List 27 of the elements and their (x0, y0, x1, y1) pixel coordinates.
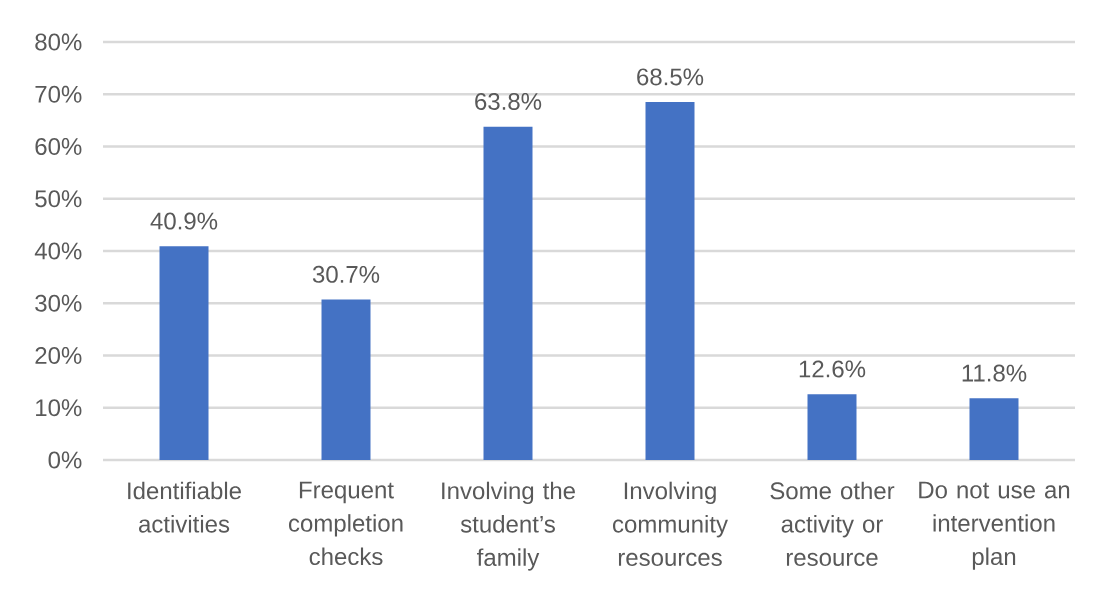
data-label: 68.5% (637, 68, 704, 86)
bar (969, 398, 1019, 460)
bar (321, 299, 371, 460)
x-tick-label: Some other activity or resource (770, 481, 895, 566)
y-tick-label: 50% (35, 190, 82, 208)
y-tick-label: 0% (48, 451, 82, 469)
x-tick-label: Involving the student’s family (442, 481, 575, 571)
y-tick-label: 30% (35, 294, 82, 312)
bar (159, 246, 209, 460)
data-label: 30.7% (312, 265, 380, 283)
x-tick-label: Involving community resources (613, 481, 728, 566)
x-tick-label: Identifiable activities (128, 481, 241, 533)
y-tick-label: 70% (35, 85, 82, 103)
y-tick-label: 80% (35, 33, 82, 51)
data-label: 40.9% (150, 212, 218, 230)
x-tick-label: Frequent completion checks (289, 481, 403, 566)
data-label: 11.8% (962, 364, 1027, 382)
data-label: 63.8% (475, 92, 542, 110)
bar (645, 102, 695, 460)
y-tick-label: 60% (35, 137, 82, 155)
data-label: 12.6% (799, 360, 866, 378)
y-tick-label: 10% (36, 399, 82, 417)
y-tick-label: 40% (34, 242, 82, 260)
bar (807, 394, 857, 460)
x-tick-label: Do not use an intervention plan (919, 481, 1070, 570)
y-tick-label: 20% (35, 346, 82, 364)
bar (483, 126, 533, 460)
